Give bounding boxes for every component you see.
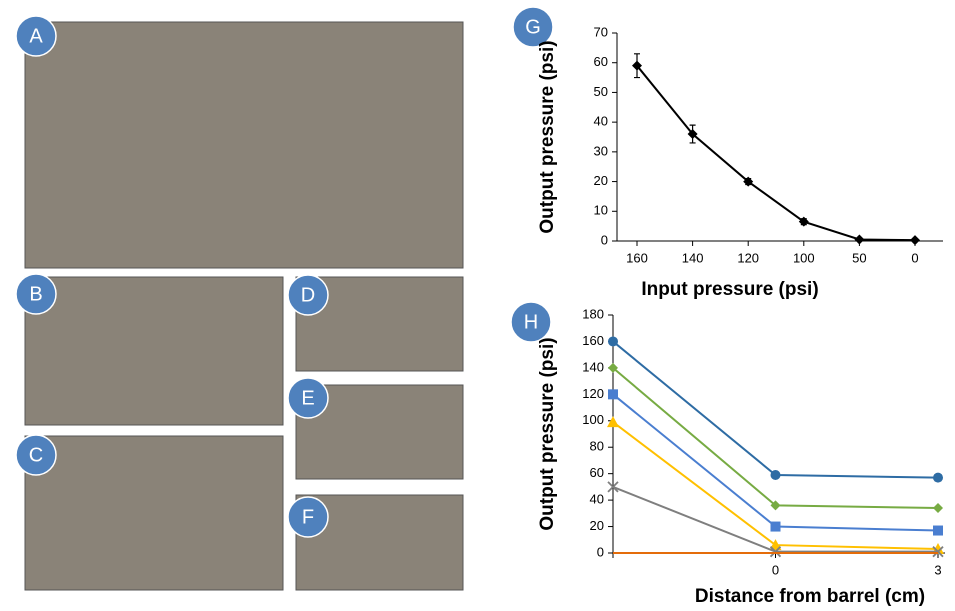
x-axis-title: Distance from barrel (cm) [695, 586, 925, 607]
panel-badge [287, 274, 329, 316]
panel-badge [15, 15, 57, 57]
line [636, 65, 916, 242]
x-tick-label: 120 [737, 250, 759, 265]
x-axis-title: Input pressure (psi) [641, 279, 818, 300]
marker [632, 60, 642, 71]
panel-label: C [29, 444, 43, 466]
y-tick-label: 100 [582, 412, 604, 427]
marker [743, 176, 754, 187]
y-tick-label: 180 [582, 306, 604, 321]
marker [933, 503, 943, 514]
x-tick-label: 140 [682, 250, 704, 265]
x-tick-label: 0 [911, 250, 918, 265]
y-tick-label: 40 [590, 492, 604, 507]
y-tick-label: 140 [582, 359, 604, 374]
panel-label: G [525, 16, 541, 38]
y-tick-label: 20 [594, 173, 608, 188]
panel-badge [287, 377, 329, 419]
panel-badge [15, 434, 57, 476]
x-tick-label: 160 [626, 250, 648, 265]
marker [769, 546, 782, 558]
y-tick-label: 40 [594, 114, 608, 129]
marker [687, 129, 698, 140]
panel-label: E [301, 387, 314, 409]
y-axis-title: Output pressure (psi) [537, 40, 558, 233]
y-tick-label: 10 [594, 203, 608, 218]
marker [770, 500, 781, 511]
photo-a [24, 21, 464, 269]
marker [770, 469, 781, 480]
panel-label: H [524, 311, 538, 333]
panel-badge [15, 273, 57, 315]
marker [770, 521, 781, 532]
marker [798, 216, 809, 227]
y-tick-label: 120 [582, 386, 604, 401]
x-tick-label: 50 [852, 250, 866, 265]
photo-c [24, 435, 284, 591]
x-tick-label: 0 [772, 562, 779, 577]
marker [607, 481, 619, 493]
y-tick-label: 70 [594, 24, 608, 39]
y-axis-title: Output pressure (psi) [537, 337, 558, 530]
panel-label: D [301, 284, 315, 306]
marker [607, 416, 619, 428]
marker [608, 336, 618, 347]
panel-badge [287, 496, 329, 538]
y-tick-label: 80 [590, 439, 604, 454]
y-tick-label: 0 [601, 232, 608, 247]
marker [608, 362, 618, 373]
y-tick-label: 160 [582, 333, 604, 348]
y-tick-label: 50 [594, 84, 608, 99]
panel-label: B [29, 283, 42, 305]
x-tick-label: 3 [934, 562, 941, 577]
marker [854, 234, 865, 245]
y-tick-label: 60 [594, 54, 608, 69]
marker [910, 235, 920, 246]
marker [933, 472, 943, 483]
panel-label: F [302, 506, 314, 528]
panel-label: A [29, 25, 43, 47]
marker [933, 525, 943, 536]
marker [932, 546, 944, 558]
x-tick-label: 100 [793, 250, 815, 265]
panel-badge [510, 301, 552, 343]
y-tick-label: 30 [594, 143, 608, 158]
photo-b [24, 276, 284, 426]
y-tick-label: 0 [597, 544, 604, 559]
y-tick-label: 60 [590, 465, 604, 480]
y-tick-label: 20 [590, 518, 604, 533]
marker [608, 389, 618, 400]
line [612, 367, 939, 510]
marker [769, 539, 782, 551]
panel-badge [512, 6, 554, 48]
